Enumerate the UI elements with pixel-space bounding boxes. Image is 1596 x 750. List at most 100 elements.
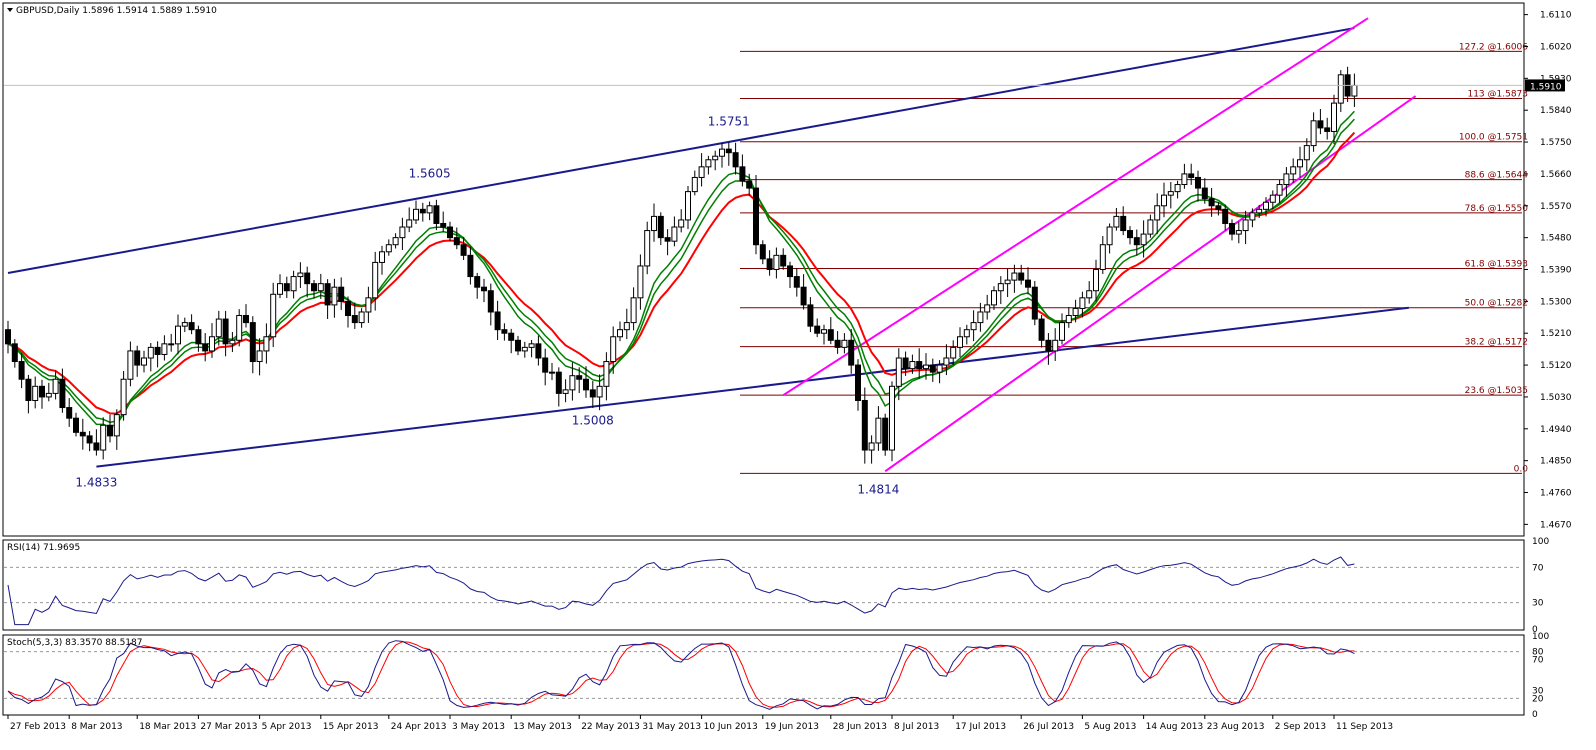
stoch-panel-title: Stoch(5,3,3) 83.3570 88.5187 xyxy=(7,638,142,648)
candle-body xyxy=(991,290,997,306)
swing-price-label: 1.5605 xyxy=(409,166,451,180)
candle-body xyxy=(1249,212,1256,221)
price-tick-label: 1.5300 xyxy=(1540,297,1572,307)
upper-channel-line xyxy=(7,27,1355,275)
candle-body xyxy=(1195,176,1201,189)
candle-body xyxy=(834,339,841,348)
candle-body xyxy=(215,318,222,338)
candle-body xyxy=(1093,269,1099,292)
time-tick-label: 26 Jul 2013 xyxy=(1023,722,1074,732)
candle-body xyxy=(719,148,725,157)
candle-body xyxy=(698,166,705,178)
price-tick-label: 1.5570 xyxy=(1540,202,1572,212)
candle-body xyxy=(263,336,270,352)
candle-body xyxy=(1201,187,1208,200)
candle-body xyxy=(474,276,481,288)
candle-body xyxy=(209,336,215,352)
candle-body xyxy=(1133,237,1140,246)
stoch-tick-label: 20 xyxy=(1532,694,1544,704)
candle-body xyxy=(1235,230,1242,235)
stoch-signal-line xyxy=(7,641,1355,708)
time-tick-label: 15 Apr 2013 xyxy=(323,722,379,732)
candle-body xyxy=(1188,173,1195,178)
candle-body xyxy=(1337,74,1344,104)
candle-body xyxy=(168,343,175,346)
stoch-main-line xyxy=(7,640,1355,710)
current-price-value: 1.5910 xyxy=(1530,82,1562,92)
candle-body xyxy=(161,343,168,355)
candle-body xyxy=(508,332,515,341)
time-tick-label: 22 May 2013 xyxy=(581,722,640,732)
candle-body xyxy=(814,325,821,334)
candle-body xyxy=(59,378,66,409)
fib-level-label: 78.6 @1.5550 xyxy=(1465,204,1529,214)
candle-body xyxy=(780,254,787,267)
candle-body xyxy=(793,276,800,288)
candle-body xyxy=(895,357,902,387)
rsi-panel-title: RSI(14) 71.9695 xyxy=(7,543,80,553)
candle-body xyxy=(943,357,950,366)
lower-channel-line xyxy=(96,306,1409,468)
candle-body xyxy=(487,290,494,313)
rsi-line xyxy=(7,556,1355,626)
price-tick-label: 1.5840 xyxy=(1540,106,1572,116)
candle-body xyxy=(1215,205,1222,210)
candle-body xyxy=(372,261,379,299)
candle-body xyxy=(848,339,855,366)
candle-body xyxy=(188,322,195,331)
candle-body xyxy=(855,364,861,401)
candle-body xyxy=(73,417,79,433)
candle-body xyxy=(1167,191,1174,196)
candle-body xyxy=(725,148,732,154)
candle-body xyxy=(45,392,52,398)
candle-body xyxy=(1045,339,1052,352)
price-tick-label: 1.6020 xyxy=(1540,42,1572,52)
candle-body xyxy=(535,343,542,359)
candle-body xyxy=(596,385,603,398)
candle-body xyxy=(1297,159,1303,168)
candle-body xyxy=(1059,322,1065,341)
candle-body xyxy=(1351,84,1358,97)
candle-body xyxy=(1161,194,1167,207)
candle-body xyxy=(236,315,243,341)
rsi-tick-label: 0 xyxy=(1532,625,1538,635)
candle-body xyxy=(32,385,39,401)
candle-body xyxy=(460,244,467,256)
fib-levels: 127.2 @1.6006 113 @1.5873 100.0 @1.5751 88.… xyxy=(740,42,1528,474)
candle-body xyxy=(827,329,834,341)
candle-body xyxy=(1079,297,1086,309)
dropdown-arrow-icon xyxy=(7,8,13,12)
price-tick-label: 1.4760 xyxy=(1540,489,1572,499)
swing-price-label: 1.5008 xyxy=(572,414,614,428)
fib-level-label: 113 @1.5873 xyxy=(1467,90,1528,100)
price-tick-label: 1.5030 xyxy=(1540,393,1572,403)
candle-body xyxy=(957,336,963,348)
fib-level-label: 0.0 xyxy=(1514,464,1529,474)
time-tick-label: 3 May 2013 xyxy=(452,722,505,732)
candle-body xyxy=(997,283,1004,292)
time-tick-label: 5 Apr 2013 xyxy=(262,722,312,732)
candle-body xyxy=(175,325,181,345)
candle-body xyxy=(494,311,501,331)
candle-body xyxy=(1038,318,1045,341)
candle-body xyxy=(283,283,290,292)
candle-body xyxy=(521,346,528,352)
candle-body xyxy=(93,442,100,451)
candle-body xyxy=(331,286,338,306)
candle-body xyxy=(290,276,297,292)
candle-body xyxy=(623,322,630,331)
candle-body xyxy=(426,205,433,214)
candle-body xyxy=(610,336,617,363)
candle-body xyxy=(1052,339,1059,352)
candle-body xyxy=(1276,184,1283,196)
candle-body xyxy=(229,339,236,345)
time-tick-label: 8 Mar 2013 xyxy=(71,722,122,732)
candle-body xyxy=(440,222,447,228)
candle-body xyxy=(379,251,385,263)
candle-body xyxy=(1181,173,1188,186)
price-tick-label: 1.5390 xyxy=(1540,266,1572,276)
time-tick-label: 5 Aug 2013 xyxy=(1084,722,1136,732)
time-tick-label: 24 Apr 2013 xyxy=(391,722,447,732)
rising-channel-bottom-line xyxy=(884,95,1417,473)
